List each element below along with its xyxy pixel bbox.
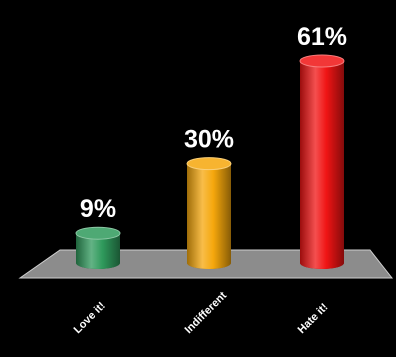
bar-hate-it — [300, 55, 344, 269]
bar-love-it — [76, 227, 120, 269]
category-label: Indifferent — [183, 289, 230, 336]
bar-indifferent — [187, 158, 231, 269]
value-label: 61% — [297, 23, 347, 51]
value-label: 9% — [80, 195, 116, 223]
value-label: 30% — [184, 126, 234, 154]
category-label: Hate it! — [296, 301, 331, 336]
bar-group — [76, 55, 344, 269]
category-label: Love it! — [72, 300, 108, 336]
